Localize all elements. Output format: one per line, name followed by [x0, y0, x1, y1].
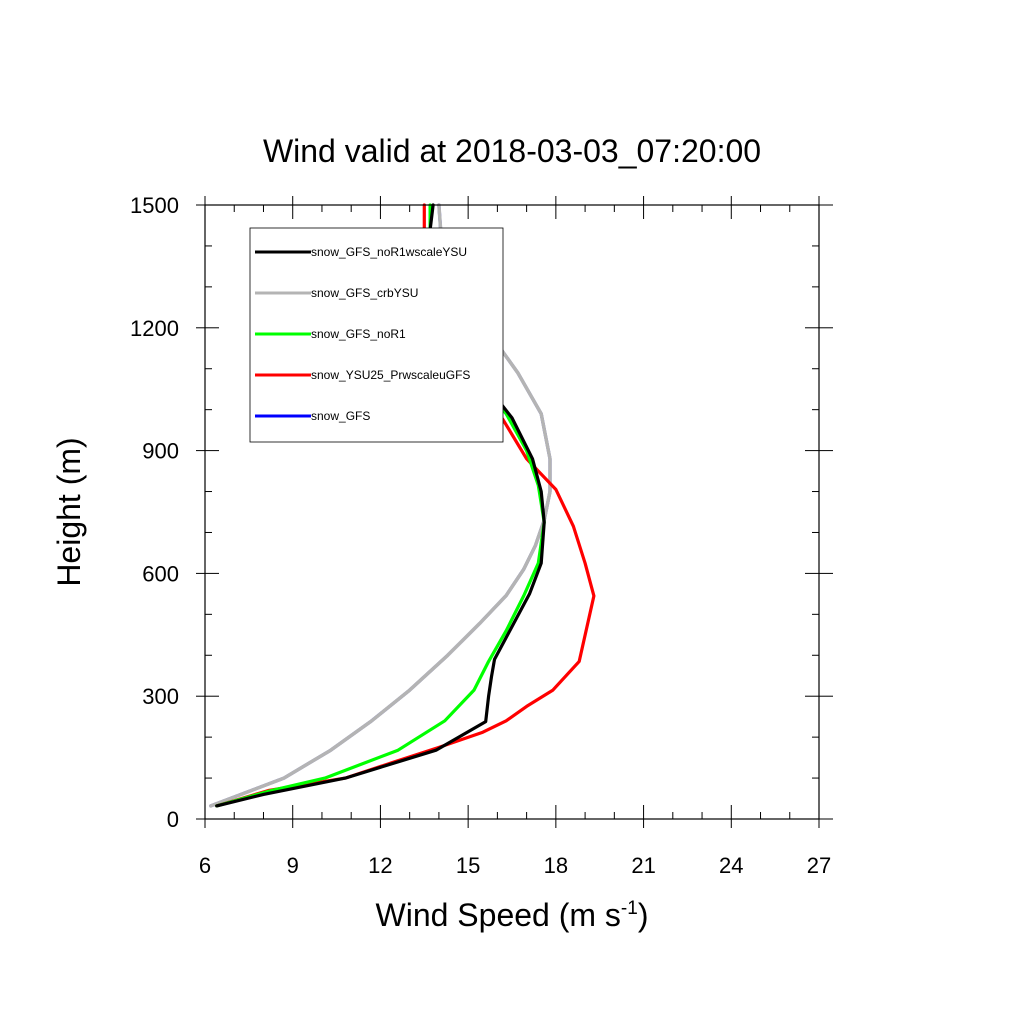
x-tick-label: 24 [719, 853, 743, 878]
x-tick-labels: 6 9 12 15 18 21 24 27 [199, 853, 831, 878]
x-axis-label-main: Wind Speed (m s [376, 897, 621, 933]
legend: snow_GFS_noR1wscaleYSU snow_GFS_crbYSUsno… [249, 227, 504, 443]
x-tick-label: 6 [199, 853, 211, 878]
chart-title: Wind valid at 2018-03-03_07:20:00 [263, 133, 761, 169]
legend-label-snow_GFS: snow_GFS [311, 409, 370, 423]
plot-frame [204, 204, 820, 820]
x-tick-label: 12 [368, 853, 392, 878]
y-tick-label: 900 [142, 439, 179, 464]
x-tick-label: 21 [631, 853, 655, 878]
x-axis-label-superscript: -1 [621, 898, 638, 919]
legend-label-snow_GFS_noR1wscaleYSU: snow_GFS_noR1wscaleYSU [311, 245, 467, 259]
legend-label-snow_GFS_noR1: snow_GFS_noR1 [311, 327, 406, 341]
legend-label-snow_GFS_crbYSU: snow_GFS_crbYSU [311, 286, 418, 300]
y-tick-label: 300 [142, 684, 179, 709]
x-tick-label: 15 [456, 853, 480, 878]
y-tick-label: 1200 [130, 316, 179, 341]
y-tick-label: 0 [167, 807, 179, 832]
legend-label-snow_YSU25_PrwscaleuGFS: snow_YSU25_PrwscaleuGFS [311, 368, 470, 382]
y-tick-labels: 0 300 600 900 1200 1500 [130, 193, 179, 832]
x-tick-label: 9 [287, 853, 299, 878]
x-tick-label: 27 [807, 853, 831, 878]
y-tick-label: 600 [142, 561, 179, 586]
y-tick-label: 1500 [130, 193, 179, 218]
y-axis-label: Height (m) [51, 437, 87, 586]
x-axis-label-end: ) [638, 897, 649, 933]
x-axis-label: Wind Speed (m s-1) [376, 897, 649, 933]
x-tick-label: 18 [544, 853, 568, 878]
